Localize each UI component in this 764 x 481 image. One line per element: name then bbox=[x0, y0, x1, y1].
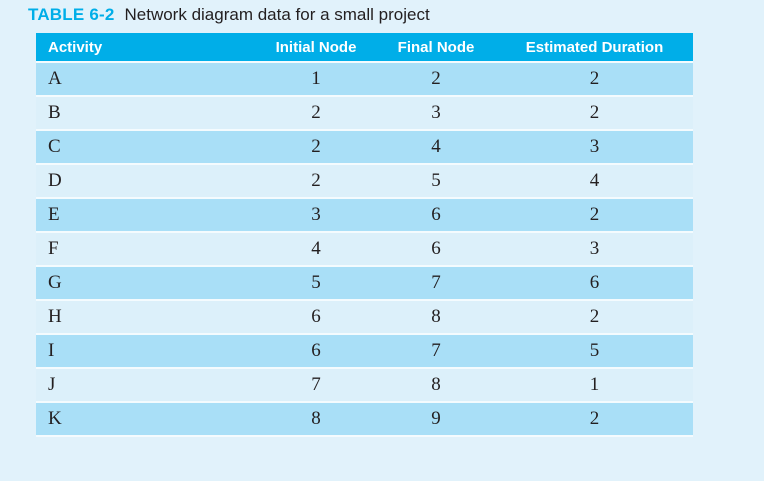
cell-final-node: 3 bbox=[376, 96, 496, 131]
cell-initial-node: 6 bbox=[256, 300, 376, 335]
cell-activity: D bbox=[36, 164, 256, 199]
cell-final-node: 5 bbox=[376, 164, 496, 199]
header-activity: Activity bbox=[36, 33, 256, 63]
cell-final-node: 9 bbox=[376, 402, 496, 437]
cell-initial-node: 5 bbox=[256, 266, 376, 301]
cell-activity: G bbox=[36, 266, 256, 301]
cell-final-node: 7 bbox=[376, 266, 496, 301]
table-title: TABLE 6-2 Network diagram data for a smal… bbox=[28, 5, 430, 25]
cell-estimated-duration: 2 bbox=[496, 300, 693, 335]
cell-activity: J bbox=[36, 368, 256, 403]
cell-final-node: 8 bbox=[376, 300, 496, 335]
cell-estimated-duration: 4 bbox=[496, 164, 693, 199]
header-initial-node: Initial Node bbox=[256, 33, 376, 63]
cell-estimated-duration: 2 bbox=[496, 198, 693, 233]
table-caption: Network diagram data for a small project bbox=[124, 5, 430, 24]
cell-estimated-duration: 1 bbox=[496, 368, 693, 403]
cell-activity: F bbox=[36, 232, 256, 267]
cell-estimated-duration: 2 bbox=[496, 96, 693, 131]
cell-activity: I bbox=[36, 334, 256, 369]
cell-activity: C bbox=[36, 130, 256, 165]
cell-final-node: 4 bbox=[376, 130, 496, 165]
header-final-node: Final Node bbox=[376, 33, 496, 63]
cell-activity: A bbox=[36, 62, 256, 97]
cell-estimated-duration: 5 bbox=[496, 334, 693, 369]
header-estimated-duration: Estimated Duration bbox=[496, 33, 693, 63]
cell-initial-node: 2 bbox=[256, 130, 376, 165]
cell-estimated-duration: 3 bbox=[496, 232, 693, 267]
cell-initial-node: 6 bbox=[256, 334, 376, 369]
cell-final-node: 7 bbox=[376, 334, 496, 369]
cell-activity: H bbox=[36, 300, 256, 335]
table-number-label: TABLE 6-2 bbox=[28, 5, 115, 24]
cell-final-node: 6 bbox=[376, 232, 496, 267]
cell-initial-node: 8 bbox=[256, 402, 376, 437]
cell-final-node: 8 bbox=[376, 368, 496, 403]
cell-final-node: 6 bbox=[376, 198, 496, 233]
cell-activity: B bbox=[36, 96, 256, 131]
cell-estimated-duration: 3 bbox=[496, 130, 693, 165]
header-row: Activity Initial Node Final Node Estimat… bbox=[36, 33, 693, 63]
network-data-table: Activity Initial Node Final Node Estimat… bbox=[36, 33, 693, 437]
cell-final-node: 2 bbox=[376, 62, 496, 97]
cell-activity: E bbox=[36, 198, 256, 233]
cell-estimated-duration: 2 bbox=[496, 62, 693, 97]
cell-initial-node: 2 bbox=[256, 164, 376, 199]
cell-estimated-duration: 6 bbox=[496, 266, 693, 301]
cell-initial-node: 3 bbox=[256, 198, 376, 233]
cell-initial-node: 2 bbox=[256, 96, 376, 131]
cell-activity: K bbox=[36, 402, 256, 437]
cell-initial-node: 1 bbox=[256, 62, 376, 97]
cell-initial-node: 7 bbox=[256, 368, 376, 403]
cell-estimated-duration: 2 bbox=[496, 402, 693, 437]
cell-initial-node: 4 bbox=[256, 232, 376, 267]
